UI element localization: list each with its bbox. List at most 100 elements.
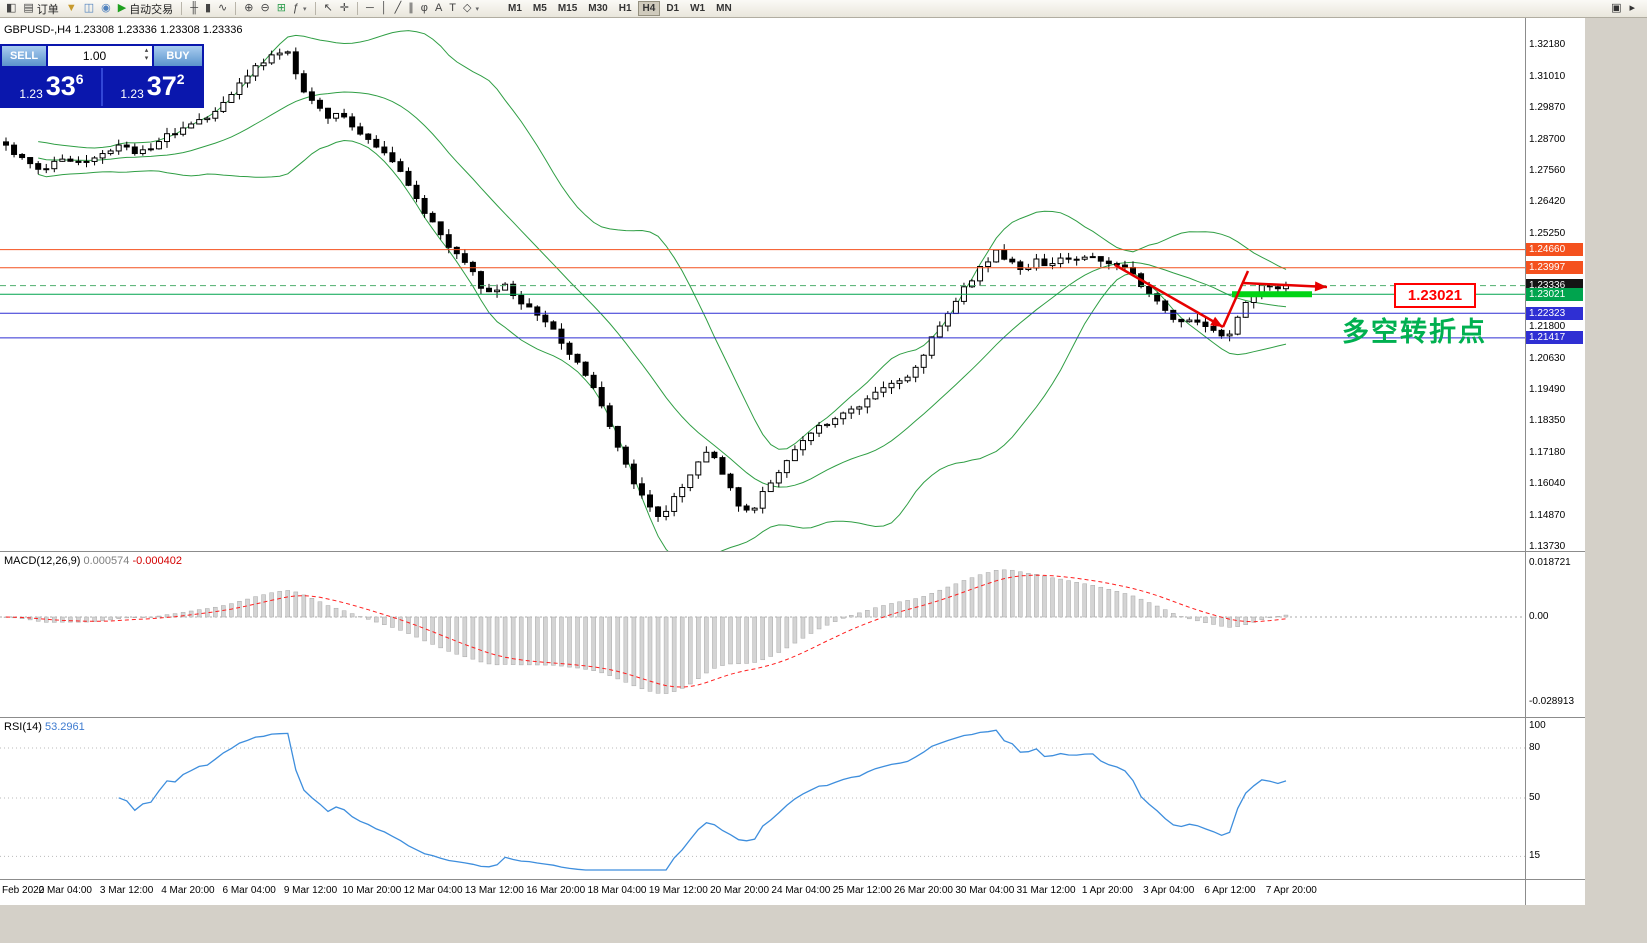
toolbar-right-group: ▣ ▸	[1608, 1, 1638, 16]
price-callout-box[interactable]: 1.23021	[1394, 283, 1476, 308]
text-tool-icon[interactable]: A	[432, 1, 445, 16]
crosshair-icon[interactable]: ✛	[337, 1, 352, 16]
chart-shift-icon[interactable]: ▸	[1629, 2, 1635, 14]
navigator-icon: ◉	[101, 2, 111, 14]
macd-axis-top: 0.018721	[1529, 557, 1571, 568]
cursor-icon[interactable]: ↖	[321, 1, 336, 16]
timeframe-m15[interactable]: M15	[557, 3, 578, 14]
volume-stepper[interactable]: 1.00 ▴ ▾	[48, 46, 152, 66]
sell-button[interactable]: SELL	[2, 46, 46, 66]
line-chart-icon[interactable]: ∿	[215, 1, 230, 16]
price-chart-canvas[interactable]	[0, 18, 1525, 551]
rsi-label: RSI(14) 53.2961	[4, 721, 85, 733]
price-divider	[101, 68, 103, 106]
candle-chart-icon[interactable]: ▮	[202, 1, 214, 16]
timeframe-h4[interactable]: H4	[637, 1, 661, 16]
window-arrange-icon[interactable]: ▣	[1611, 2, 1622, 14]
zoom-in-icon[interactable]: ⊕	[241, 1, 256, 16]
grid-icon[interactable]: ⊞	[274, 1, 289, 16]
buy-price[interactable]: 1.23 37 2	[120, 71, 185, 101]
volume-value: 1.00	[82, 49, 107, 63]
macd-panel[interactable]: MACD(12,26,9) 0.000574 -0.000402	[0, 552, 1525, 717]
panel-separator	[0, 879, 1585, 880]
zoom-out-icon[interactable]: ⊖	[257, 1, 272, 16]
crosshair-icon: ✛	[339, 2, 349, 14]
timeframe-h1[interactable]: H1	[618, 3, 632, 14]
time-tick-label: 6 Apr 12:00	[1204, 885, 1256, 896]
market-watch-icon[interactable]: ◫	[81, 1, 97, 16]
profiles-icon: ▼	[65, 2, 77, 14]
price-tick: 1.17180	[1529, 447, 1566, 459]
toolbar-separator	[235, 2, 237, 15]
time-tick-label: 16 Mar 20:00	[526, 885, 586, 896]
timeframe-m30[interactable]: M30	[588, 3, 608, 14]
vline-tool-icon: │	[380, 2, 388, 14]
new-order-icon: ▤	[23, 2, 34, 14]
volume-down-icon[interactable]: ▾	[144, 55, 149, 62]
profiles-icon[interactable]: ▼	[63, 1, 80, 16]
chevron-down-icon: ▾	[475, 5, 479, 13]
timeframe-d1[interactable]: D1	[666, 3, 680, 14]
sell-price[interactable]: 1.23 33 6	[19, 71, 84, 101]
bar-chart-icon[interactable]: ╫	[187, 1, 201, 16]
panel-separator[interactable]	[0, 717, 1585, 718]
price-tick: 1.26420	[1529, 195, 1566, 207]
label-tool-icon[interactable]: T	[446, 1, 459, 16]
buy-button[interactable]: BUY	[154, 46, 202, 66]
volume-up-icon[interactable]: ▴	[144, 47, 149, 54]
autotrading-label: 自动交易	[129, 3, 174, 16]
timeframe-m1[interactable]: M1	[508, 3, 522, 14]
panel-separator[interactable]	[0, 551, 1585, 552]
macd-canvas[interactable]	[0, 552, 1525, 717]
line-chart-icon: ∿	[218, 2, 228, 14]
time-tick-label: 3 Apr 04:00	[1143, 885, 1195, 896]
price-tick: 1.32180	[1529, 39, 1566, 50]
price-badge: 1.24660	[1526, 243, 1583, 257]
new-chart-icon[interactable]: ◧	[3, 1, 19, 16]
candle-chart-icon: ▮	[204, 2, 212, 14]
rsi-axis-15: 15	[1529, 850, 1541, 861]
fibonacci-tool-icon[interactable]: φ	[418, 1, 431, 16]
symbol-timeframe-label: GBPUSD-,H4	[4, 24, 72, 36]
price-badge: 1.21417	[1526, 331, 1583, 345]
timeframe-mn[interactable]: MN	[716, 3, 732, 14]
hline-tool-icon[interactable]: ─	[363, 1, 377, 16]
time-tick-label: 26 Mar 20:00	[894, 885, 953, 896]
chevron-down-icon: ▾	[303, 5, 307, 13]
chart-ohlc-header: GBPUSD-,H4 1.23308 1.23336 1.23308 1.233…	[4, 24, 243, 36]
trendline-tool-icon[interactable]: ╱	[392, 1, 405, 16]
toolbar-separator	[357, 2, 358, 15]
turning-point-label[interactable]: 多空转折点	[1342, 317, 1487, 347]
autotrading-button[interactable]: ▶ 自动交易	[115, 1, 176, 16]
navigator-icon[interactable]: ◉	[98, 1, 114, 16]
time-tick-label: 25 Mar 12:00	[832, 885, 892, 896]
indicators-icon[interactable]: ƒ ▾	[290, 1, 310, 16]
timeframe-w1[interactable]: W1	[690, 3, 706, 14]
price-tick: 1.28700	[1529, 133, 1566, 145]
timeframe-m5[interactable]: M5	[532, 3, 547, 14]
new-order-button[interactable]: ▤ 订单	[20, 1, 61, 16]
rsi-canvas[interactable]	[0, 718, 1525, 879]
toolbar-separator	[181, 2, 183, 15]
price-axis[interactable]	[1526, 18, 1585, 905]
price-tick: 1.16040	[1529, 478, 1566, 490]
time-tick-label: 24 Mar 04:00	[771, 885, 831, 896]
main-chart-panel[interactable]: GBPUSD-,H4 1.23308 1.23336 1.23308 1.233…	[0, 18, 1525, 551]
time-tick-label: 20 Mar 20:00	[710, 885, 770, 896]
shapes-tool-icon[interactable]: ◇ ▾	[460, 1, 482, 16]
price-tick: 1.25250	[1529, 227, 1566, 239]
price-tick: 1.19490	[1529, 384, 1566, 396]
time-tick-label: 10 Mar 20:00	[342, 885, 402, 896]
vline-tool-icon[interactable]: │	[378, 1, 391, 16]
channel-tool-icon[interactable]: ∥	[405, 1, 417, 16]
time-tick-label: 1 Apr 20:00	[1081, 885, 1133, 896]
rsi-panel[interactable]: RSI(14) 53.2961	[0, 718, 1525, 879]
time-axis[interactable]: Feb 2020 2 Mar 04:00 3 Mar 12:00 4 Mar 20:0…	[0, 880, 1585, 905]
price-tick: 1.29870	[1529, 101, 1566, 113]
zoom-out-icon: ⊖	[260, 2, 270, 14]
hline-tool-icon: ─	[366, 2, 374, 14]
time-tick-label: 19 Mar 12:00	[648, 885, 708, 896]
zoom-in-icon: ⊕	[244, 2, 254, 14]
time-tick-label: 12 Mar 04:00	[403, 885, 463, 896]
